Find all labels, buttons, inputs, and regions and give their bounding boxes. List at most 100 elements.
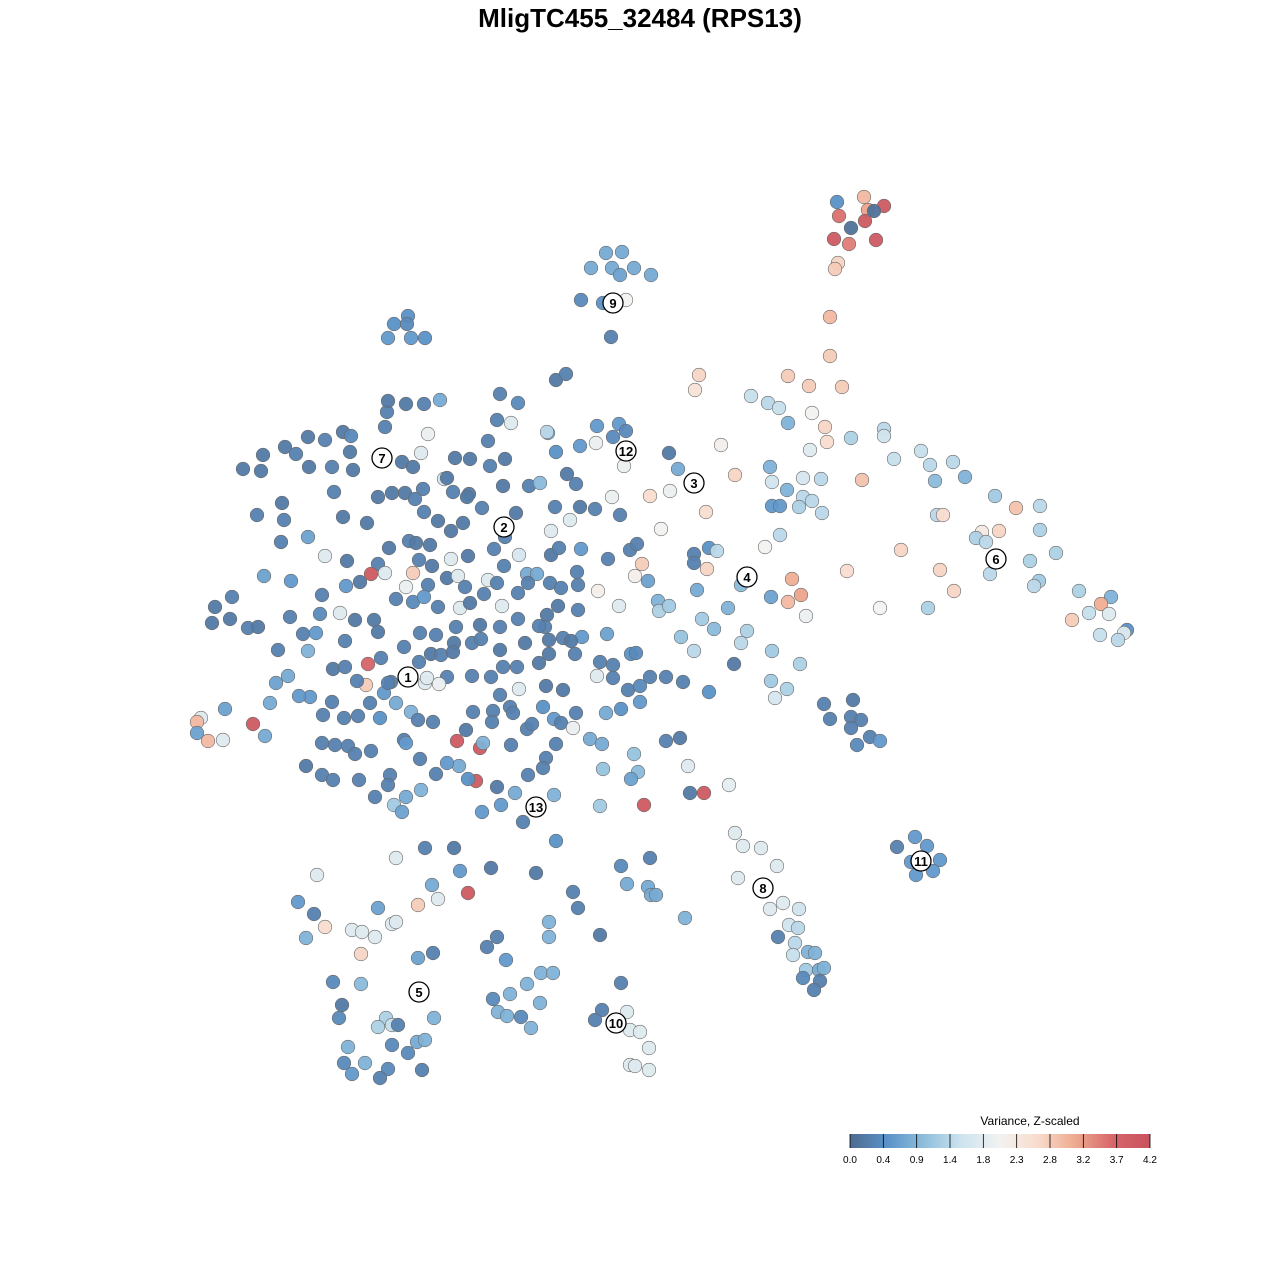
cell-point [489, 412, 505, 428]
cell-point [613, 701, 629, 717]
cell-point [920, 600, 936, 616]
cell-point [991, 523, 1007, 539]
cell-point [462, 595, 478, 611]
cell-point [611, 598, 627, 614]
cell-point [772, 527, 788, 543]
cell-point [546, 787, 562, 803]
cell-point [336, 1055, 352, 1071]
cell-point [492, 687, 508, 703]
cell-point [839, 563, 855, 579]
cluster-label-text: 4 [743, 570, 751, 585]
cell-point [946, 583, 962, 599]
cell-point [445, 644, 461, 660]
cell-point [567, 646, 583, 662]
cell-point [1101, 606, 1117, 622]
cluster-label-circle [985, 548, 1007, 570]
cluster-label-text: 8 [759, 881, 766, 896]
cell-point [377, 565, 393, 581]
cell-point [658, 733, 674, 749]
cell-point [344, 1066, 360, 1082]
colorbar-tick-label: 0.9 [910, 1155, 924, 1166]
cell-point [691, 367, 707, 383]
cluster-label-11: 11 [910, 850, 932, 872]
cell-point [589, 668, 605, 684]
cluster-label-circle [605, 1012, 627, 1034]
cell-point [282, 609, 298, 625]
cell-point [845, 692, 861, 708]
cell-point [338, 578, 354, 594]
cell-point [425, 714, 441, 730]
cell-point [787, 935, 803, 951]
cell-point [770, 929, 786, 945]
cell-point [843, 220, 859, 236]
cell-point [217, 701, 233, 717]
cell-point [416, 504, 432, 520]
cell-point [626, 746, 642, 762]
cluster-label-9: 9 [602, 292, 624, 314]
cell-point [727, 825, 743, 841]
cell-point [529, 566, 545, 582]
cell-point [398, 579, 414, 595]
cell-point [733, 635, 749, 651]
cell-point [462, 451, 478, 467]
cell-point [485, 991, 501, 1007]
cell-point [486, 541, 502, 557]
cell-point [775, 895, 791, 911]
cell-point [720, 600, 736, 616]
cell-point [743, 388, 759, 404]
cell-point [276, 512, 292, 528]
cell-point [641, 1062, 657, 1078]
cell-point [831, 208, 847, 224]
cell-point [559, 466, 575, 482]
cell-point [499, 1008, 515, 1024]
cell-point [677, 910, 693, 926]
cell-point [886, 451, 902, 467]
cell-point [572, 438, 588, 454]
cell-point [978, 534, 994, 550]
cell-point [763, 673, 779, 689]
cluster-label-circle [736, 566, 758, 588]
cell-point [541, 914, 557, 930]
cell-point [764, 643, 780, 659]
cell-point [927, 473, 943, 489]
cell-point [632, 678, 648, 694]
cell-point [757, 539, 773, 555]
cell-point [394, 804, 410, 820]
cell-point [298, 758, 314, 774]
cell-point [791, 499, 807, 515]
cell-point [735, 838, 751, 854]
cell-point [380, 330, 396, 346]
cell-point [987, 488, 1003, 504]
cell-point [256, 568, 272, 584]
cell-point [727, 467, 743, 483]
cell-point [450, 568, 466, 584]
cell-point [340, 1039, 356, 1055]
cell-point [412, 625, 428, 641]
cell-point [804, 493, 820, 509]
cell-point [641, 1040, 657, 1056]
cell-point [493, 797, 509, 813]
cell-point [403, 330, 419, 346]
cell-point [342, 444, 358, 460]
cluster-label-text: 11 [914, 854, 928, 869]
cell-point [370, 1019, 386, 1035]
cell-point [377, 419, 393, 435]
cell-point [388, 591, 404, 607]
cell-point [458, 722, 474, 738]
cell-point [349, 673, 365, 689]
cell-point [327, 737, 343, 753]
cell-point [619, 1004, 635, 1020]
cell-point [412, 751, 428, 767]
cell-point [509, 659, 525, 675]
cell-point [315, 707, 331, 723]
cell-point [280, 668, 296, 684]
cell-point [598, 245, 614, 261]
cell-point [489, 779, 505, 795]
cell-point [1032, 522, 1048, 538]
cell-point [604, 489, 620, 505]
cell-point [317, 432, 333, 448]
cell-point [1092, 627, 1108, 643]
cell-point [780, 368, 796, 384]
cell-point [636, 797, 652, 813]
cell-point [274, 495, 290, 511]
